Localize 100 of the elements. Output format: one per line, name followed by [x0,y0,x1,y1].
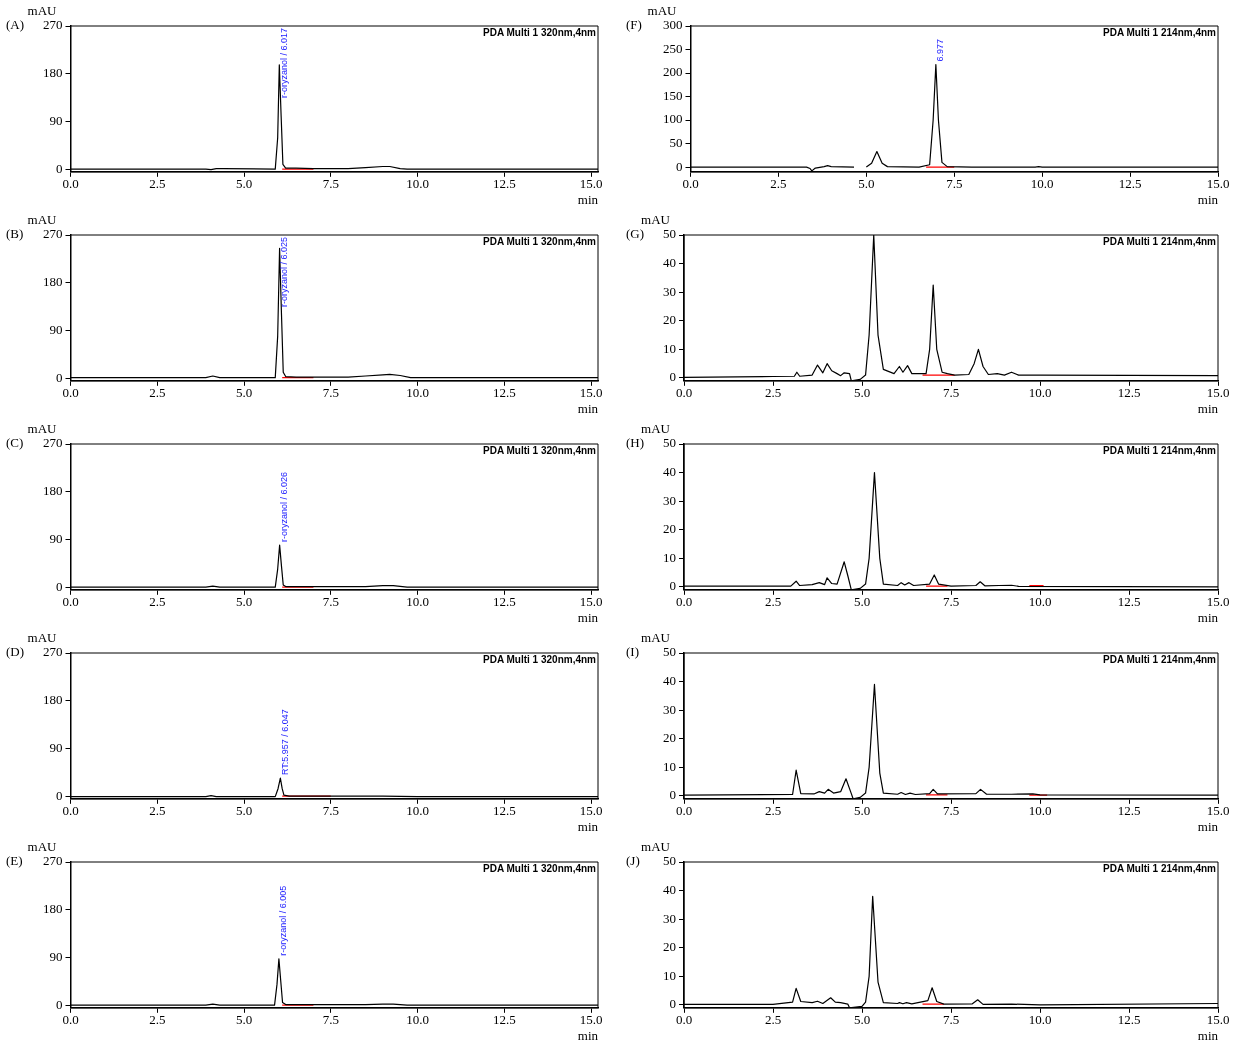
x-tick-label: 0.0 [675,594,693,610]
x-tick-label: 0.0 [675,803,693,819]
x-tick-label: 12.5 [1118,176,1142,192]
x-tick-label: 10.0 [1028,803,1052,819]
y-tick-label: 270 [43,435,63,451]
y-tick-label: 50 [663,853,676,869]
x-tick-label: 12.5 [1117,803,1141,819]
annotation: 6.977 [935,39,946,62]
y-tick-label: 0 [56,370,63,386]
annotation: PDA Multi 1 214nm,4nm [1103,444,1217,456]
x-tick-label: 0.0 [62,176,79,192]
y-tick-label: 50 [663,435,676,451]
y-axis-title: mAU [641,421,671,437]
annotation: PDA Multi 1 214nm,4nm [1103,235,1217,247]
x-tick-label: 0.0 [682,176,699,192]
x-tick-label: 0.0 [675,385,693,401]
y-tick-label: 0 [669,369,676,385]
x-tick-label: 7.5 [322,803,339,819]
y-tick-label: 30 [663,910,676,926]
x-tick-label: 5.0 [235,803,253,819]
x-tick-label: 5.0 [235,176,253,192]
x-tick-label: 15.0 [579,594,603,610]
chart-title: (A) [6,17,25,33]
chart-title: (J) [626,853,640,869]
chart-title: (D) [6,644,25,660]
x-axis-title: min [1197,400,1219,416]
y-axis-title: mAU [647,3,678,19]
x-tick-label: 0.0 [62,385,79,401]
x-tick-label: 0.0 [675,1012,693,1028]
y-axis-title: mAU [27,630,58,646]
x-tick-label: 2.5 [149,385,166,401]
x-tick-label: 5.0 [858,176,875,192]
annotation: PDA Multi 1 320nm,4nm [483,235,597,247]
y-tick-label: 0 [676,158,683,174]
y-tick-label: 0 [669,578,676,594]
x-axis-title: min [577,1027,599,1043]
y-axis-title: mAU [27,421,58,437]
x-tick-label: 0.0 [62,594,79,610]
x-tick-label: 7.5 [942,385,960,401]
x-tick-label: 15.0 [579,1012,603,1028]
y-tick-label: 0 [56,579,63,595]
y-tick-label: 270 [43,17,63,33]
x-tick-label: 10.0 [1028,594,1052,610]
y-tick-label: 20 [663,939,676,955]
x-tick-label: 2.5 [764,803,782,819]
y-tick-label: 0 [56,997,63,1013]
y-tick-label: 180 [43,692,63,708]
y-tick-label: 50 [669,135,683,150]
y-tick-label: 200 [663,64,683,80]
annotation: PDA Multi 1 320nm,4nm [483,26,597,38]
x-tick-label: 12.5 [492,594,516,610]
annotation: r-oryzanol / 6.005 [278,885,289,956]
y-tick-label: 0 [56,788,63,804]
y-tick-label: 270 [43,226,63,242]
annotation: PDA Multi 1 214nm,4nm [1103,862,1217,874]
y-tick-label: 40 [663,255,676,271]
x-tick-label: 5.0 [853,594,871,610]
x-tick-label: 12.5 [1117,594,1141,610]
x-axis-title: min [577,191,599,207]
y-tick-label: 40 [663,464,676,480]
y-axis-title: mAU [641,839,671,855]
x-tick-label: 2.5 [764,1012,782,1028]
y-tick-label: 20 [663,521,676,537]
annotation: PDA Multi 1 214nm,4nm [1103,653,1217,665]
x-tick-label: 12.5 [492,385,516,401]
x-axis-title: min [577,818,599,834]
y-tick-label: 90 [49,740,63,756]
x-tick-label: 12.5 [1117,385,1141,401]
x-tick-label: 12.5 [492,803,516,819]
x-tick-label: 10.0 [1028,1012,1052,1028]
annotation: r-oryzanol / 6.017 [278,27,289,99]
annotation: PDA Multi 1 320nm,4nm [483,862,597,874]
y-axis-title: mAU [27,839,58,855]
y-tick-label: 30 [663,492,676,508]
x-tick-label: 0.0 [62,803,79,819]
chart-title: (C) [6,435,24,451]
y-axis-title: mAU [27,3,58,19]
y-tick-label: 270 [43,853,63,869]
y-tick-label: 150 [663,87,683,103]
x-tick-label: 2.5 [770,176,787,192]
x-tick-label: 15.0 [1206,594,1230,610]
x-tick-label: 15.0 [1206,176,1230,192]
y-tick-label: 180 [43,274,63,290]
annotation: RT:5.957 / 6.047 [279,709,290,776]
x-axis-title: min [1197,818,1219,834]
x-tick-label: 10.0 [406,385,429,401]
chart-title: (F) [626,17,642,33]
annotation: r-oryzanol / 6.026 [279,472,290,543]
y-tick-label: 10 [663,549,676,565]
x-tick-label: 5.0 [853,803,871,819]
x-tick-label: 7.5 [322,385,339,401]
annotation: PDA Multi 1 320nm,4nm [483,444,597,456]
x-tick-label: 2.5 [149,803,166,819]
x-tick-label: 2.5 [764,385,782,401]
x-tick-label: 10.0 [406,176,429,192]
chart-title: (B) [6,226,24,242]
x-tick-label: 5.0 [853,385,871,401]
x-tick-label: 5.0 [235,594,253,610]
x-tick-label: 15.0 [1206,385,1230,401]
x-tick-label: 12.5 [492,1012,516,1028]
